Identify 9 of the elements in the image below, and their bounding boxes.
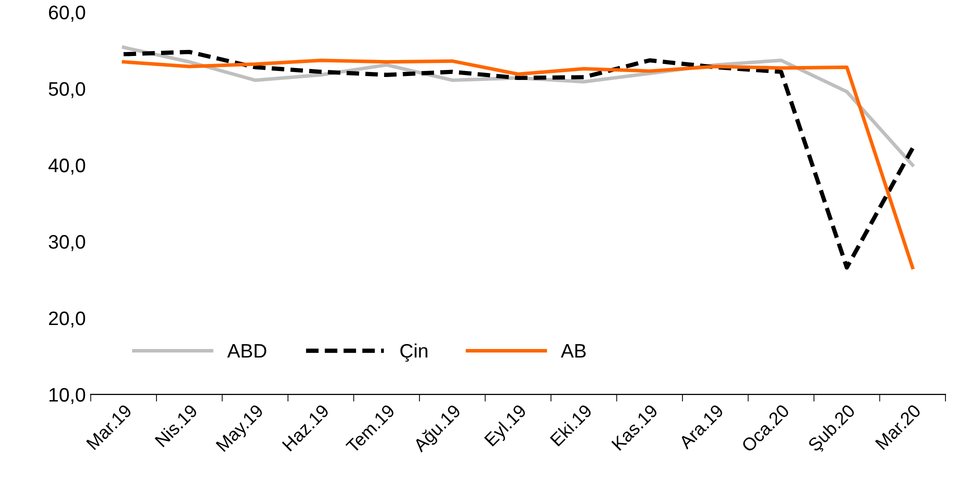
y-tick-label: 50,0 (48, 82, 86, 98)
y-tick-label: 10,0 (50, 388, 86, 404)
y-tick-label: 20,0 (49, 311, 86, 328)
legend-label: Çin (400, 343, 428, 362)
legend-label: AB (560, 344, 586, 358)
y-tick-label: 30,0 (48, 235, 86, 252)
y-tick-label: 60,0 (49, 6, 86, 22)
legend-label: ABD (227, 344, 266, 358)
y-tick-label: 40,0 (48, 158, 86, 175)
